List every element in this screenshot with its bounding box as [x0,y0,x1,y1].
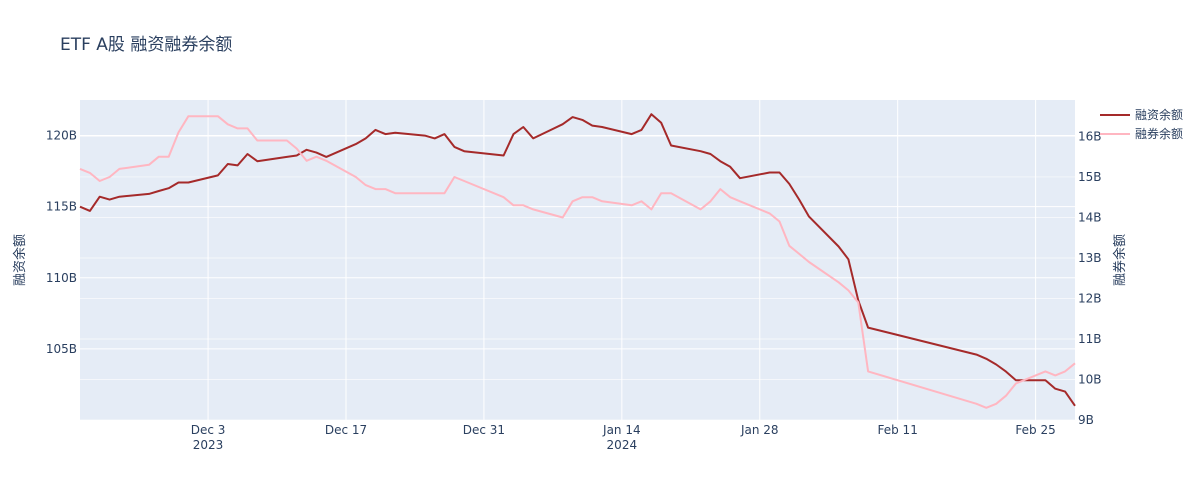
series-lines [79,113,1076,409]
x-tick-label: Dec 31 [463,423,505,437]
chart-title: ETF A股 融资融券余额 [60,35,232,55]
y-axis-left: 105B 110B 115B 120B [46,129,77,356]
x-tick-label: Dec 17 [325,423,367,437]
x-tick-label: Jan 28 [740,423,779,437]
y2-tick-label: 9B [1078,413,1094,427]
y2-tick-label: 13B [1078,251,1102,265]
y-tick-label: 115B [46,200,77,214]
x-tick-label: Feb 11 [878,423,918,437]
x-tick-label: Feb 25 [1015,423,1055,437]
series-line-2 [79,115,1076,409]
y2-tick-label: 10B [1078,372,1102,386]
y2-tick-label: 16B [1078,129,1102,143]
legend-item-1[interactable]: 融资余额 [1100,107,1183,122]
x-tick-label: Dec 3 [191,423,226,437]
series-line-1 [79,113,1076,407]
y2-tick-label: 11B [1078,332,1102,346]
y2-tick-label: 15B [1078,170,1102,184]
y2-tick-label: 12B [1078,291,1102,305]
y-tick-label: 120B [46,129,77,143]
legend-item-2[interactable]: 融券余额 [1100,126,1183,141]
legend-label: 融资余额 [1135,107,1183,122]
y-axis-right: 9B 10B 11B 12B 13B 14B 15B 16B [1078,129,1102,427]
x-tick-year-label: 2023 [193,438,224,452]
y2-tick-label: 14B [1078,210,1102,224]
x-tick-year-label: 2024 [607,438,638,452]
y-tick-label: 110B [46,271,77,285]
x-tick-label: Jan 14 [602,423,641,437]
y-tick-label: 105B [46,342,77,356]
grid-lines [80,100,1075,421]
legend-label: 融券余额 [1135,126,1183,141]
y2-axis-title: 融券余额 [1112,234,1128,286]
y-axis-title: 融资余额 [12,234,28,286]
plot-area [80,100,1075,420]
